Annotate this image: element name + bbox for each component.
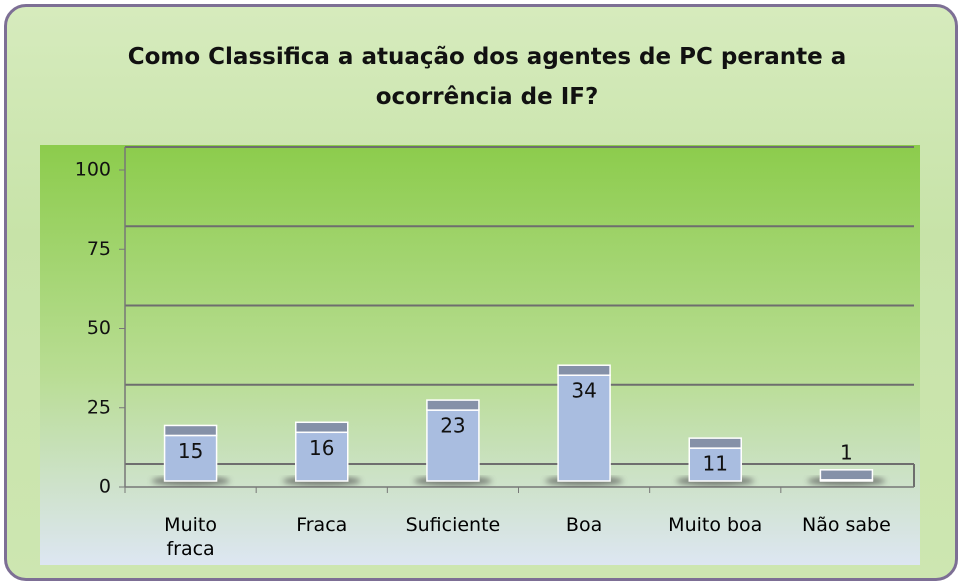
x-tick-label: Muito boa	[668, 514, 763, 536]
y-tick-label: 25	[87, 396, 111, 418]
value-label: 16	[309, 436, 334, 460]
bar-cap	[295, 421, 349, 434]
x-tick-label: Muito fraca	[164, 514, 217, 560]
bar-cap	[557, 364, 611, 376]
y-tick-label: 0	[99, 476, 111, 498]
bar-cap	[819, 469, 874, 481]
bar-cap	[163, 424, 218, 437]
y-tick-label: 100	[75, 159, 111, 181]
y-tick-label: 75	[87, 238, 111, 260]
value-label: 23	[440, 414, 465, 438]
bar	[557, 374, 611, 482]
value-label: 11	[703, 452, 728, 476]
y-tick-label: 50	[87, 317, 111, 339]
x-tick-label: Não sabe	[802, 514, 891, 536]
plot-area	[40, 145, 920, 565]
value-label: 1	[840, 440, 853, 464]
bar	[688, 447, 742, 482]
bar-cap	[688, 437, 742, 449]
x-tick-label: Suficiente	[405, 514, 501, 536]
x-tick-label: Boa	[565, 514, 603, 536]
chart-frame: Como Classifica a atuação dos agentes de…	[4, 4, 958, 581]
bar-cap	[426, 399, 480, 411]
value-label: 34	[571, 379, 596, 403]
bar	[426, 409, 480, 482]
value-label: 15	[178, 439, 203, 463]
x-tick-label: Fraca	[296, 514, 348, 536]
chart-title: Como Classifica a atuação dos agentes de…	[127, 44, 847, 110]
